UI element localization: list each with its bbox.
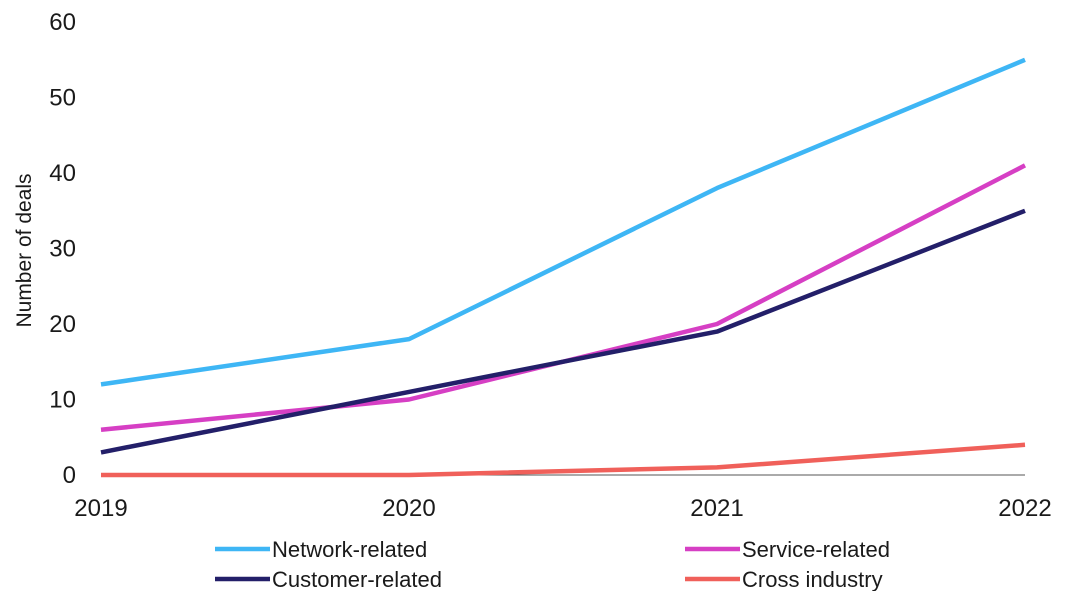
- y-tick-label: 60: [49, 9, 76, 36]
- series-line-network-related: [100, 57, 1026, 387]
- legend-item: Service-related: [685, 537, 890, 562]
- x-tick-label: 2021: [690, 495, 743, 522]
- x-axis: 2019 2020 2021 2022: [74, 474, 1052, 522]
- x-tick-label: 2019: [74, 495, 127, 522]
- legend-item: Network-related: [215, 537, 427, 562]
- legend-item: Cross industry: [685, 567, 883, 591]
- legend-label: Service-related: [742, 537, 890, 562]
- series-line-customer-related: [100, 208, 1026, 455]
- y-tick-label: 0: [63, 462, 76, 489]
- y-axis: 0 10 20 30 40 50 60: [49, 9, 76, 489]
- series-line-cross-industry: [101, 442, 1026, 478]
- series-lines: [100, 57, 1027, 478]
- y-tick-label: 20: [49, 311, 76, 338]
- legend-label: Cross industry: [742, 567, 883, 591]
- x-tick-label: 2022: [998, 495, 1051, 522]
- legend-label: Network-related: [272, 537, 427, 562]
- legend-label: Customer-related: [272, 567, 442, 591]
- y-tick-label: 40: [49, 160, 76, 187]
- y-tick-label: 30: [49, 236, 76, 263]
- series-line-service-related: [100, 163, 1027, 432]
- y-tick-label: 10: [49, 387, 76, 414]
- x-tick-label: 2020: [382, 495, 435, 522]
- y-axis-title: Number of deals: [13, 173, 36, 327]
- legend-item: Customer-related: [215, 567, 442, 591]
- y-tick-label: 50: [49, 85, 76, 112]
- legend: Network-related Service-related Customer-r…: [215, 537, 890, 591]
